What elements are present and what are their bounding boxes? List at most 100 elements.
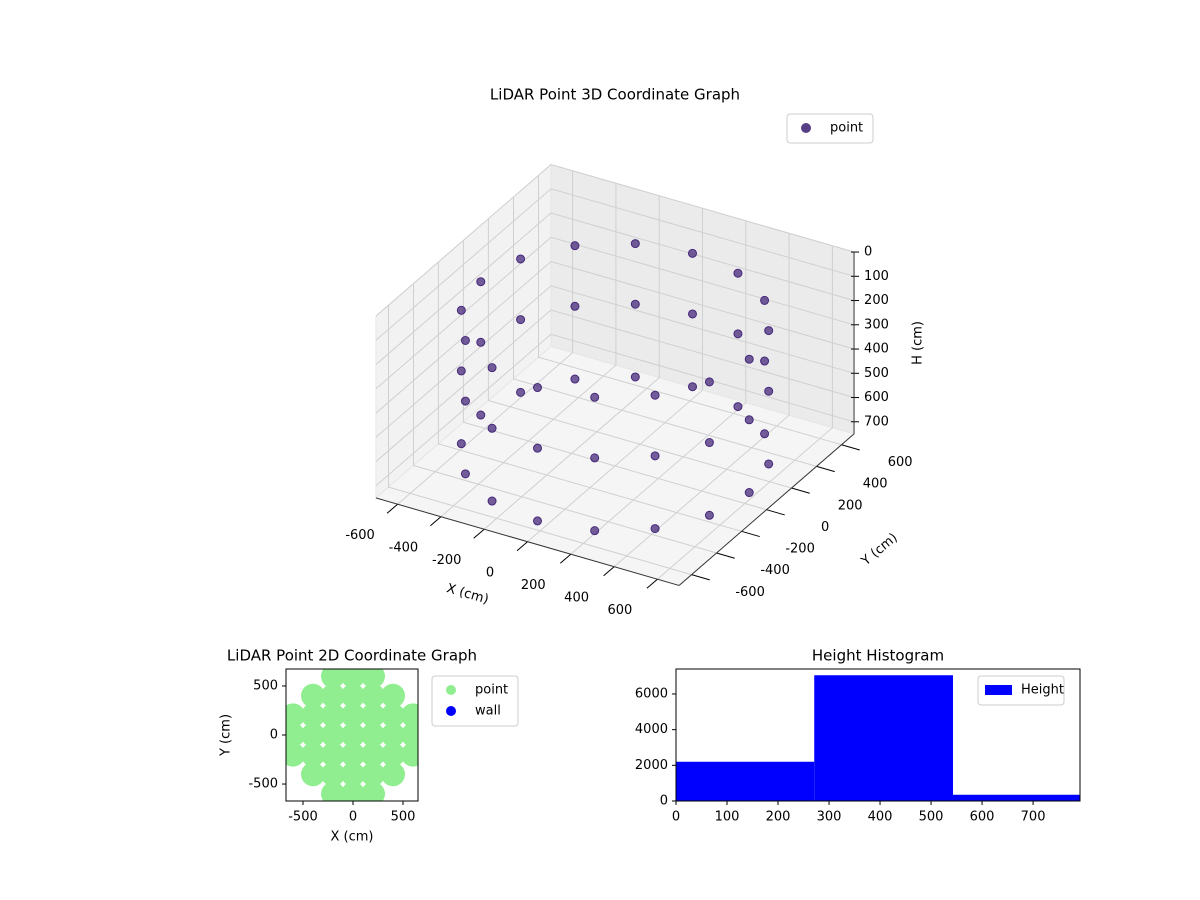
point bbox=[476, 277, 486, 287]
plot-3d: -600-400-2000200400600-600-400-200020040… bbox=[345, 113, 926, 618]
legend-marker bbox=[446, 685, 456, 695]
grid-line bbox=[437, 262, 742, 532]
z-axis-label: H (cm) bbox=[911, 321, 926, 365]
legend-label: point bbox=[475, 683, 508, 698]
tick-mark bbox=[559, 553, 572, 564]
point bbox=[516, 387, 526, 397]
point bbox=[301, 683, 325, 708]
bar bbox=[814, 675, 953, 801]
point bbox=[688, 309, 697, 319]
y-tick-label: -600 bbox=[735, 585, 765, 600]
point bbox=[650, 524, 660, 534]
point bbox=[401, 742, 418, 767]
grid-line bbox=[483, 195, 660, 530]
y-tick-label: 500 bbox=[253, 678, 278, 693]
grid-line bbox=[538, 175, 842, 446]
point bbox=[590, 392, 600, 402]
y-axis-label: Y (cm) bbox=[219, 714, 234, 757]
tick-mark bbox=[741, 530, 760, 538]
point bbox=[650, 390, 660, 400]
point bbox=[456, 366, 466, 376]
bar bbox=[676, 761, 815, 801]
point bbox=[361, 683, 385, 708]
grid-line bbox=[462, 240, 767, 511]
point bbox=[476, 410, 486, 420]
point bbox=[533, 443, 542, 453]
point bbox=[301, 703, 325, 728]
grid-line bbox=[487, 218, 792, 489]
y-axis-label: Y (cm) bbox=[858, 530, 901, 569]
point bbox=[361, 781, 385, 801]
point bbox=[650, 451, 660, 461]
x-tick-label: 600 bbox=[970, 810, 995, 825]
x-tick-label: 400 bbox=[564, 590, 589, 605]
point bbox=[630, 239, 640, 249]
point bbox=[570, 241, 580, 251]
grid-line bbox=[375, 309, 855, 462]
x-tick-label: -500 bbox=[288, 810, 318, 825]
point bbox=[764, 326, 774, 336]
y-tick-label: 0 bbox=[821, 520, 829, 535]
grid-line bbox=[375, 236, 855, 390]
point bbox=[460, 396, 470, 406]
point bbox=[760, 429, 770, 439]
legend-marker bbox=[446, 706, 456, 716]
axes-frame bbox=[675, 668, 1081, 802]
tick-mark bbox=[691, 574, 710, 581]
point bbox=[688, 248, 697, 258]
point bbox=[321, 781, 345, 801]
point bbox=[744, 415, 754, 425]
y-tick-label: -400 bbox=[760, 563, 790, 578]
point bbox=[341, 683, 365, 708]
point bbox=[361, 742, 385, 767]
z-tick-label: 400 bbox=[864, 342, 889, 357]
point bbox=[341, 762, 365, 787]
point bbox=[744, 354, 754, 364]
tick-mark bbox=[473, 528, 485, 539]
x-tick-label: 0 bbox=[672, 810, 680, 825]
point bbox=[516, 254, 526, 264]
legend-label: Height bbox=[1021, 683, 1064, 698]
grid-line bbox=[513, 197, 817, 467]
z-tick-label: 300 bbox=[864, 317, 889, 332]
point bbox=[381, 762, 405, 787]
point bbox=[361, 669, 385, 689]
point bbox=[381, 703, 405, 728]
y-tick-label: -500 bbox=[248, 777, 278, 792]
point bbox=[760, 295, 770, 305]
point bbox=[487, 363, 497, 373]
point bbox=[341, 723, 365, 747]
point bbox=[341, 669, 365, 689]
point bbox=[286, 723, 305, 747]
x-axis-label: X (cm) bbox=[445, 581, 490, 607]
x-tick-label: 500 bbox=[391, 810, 416, 825]
point bbox=[286, 703, 305, 728]
x-tick-label: -600 bbox=[345, 528, 375, 543]
point bbox=[286, 742, 305, 767]
point bbox=[533, 383, 542, 393]
z-tick-label: 500 bbox=[864, 366, 889, 381]
grid-line bbox=[375, 163, 855, 317]
tick-mark bbox=[816, 465, 835, 473]
grid-line bbox=[397, 170, 574, 505]
point bbox=[570, 301, 580, 311]
y-tick-label: 400 bbox=[863, 477, 888, 492]
tick-mark bbox=[791, 487, 810, 494]
plot-2d: -500 0 500 -500 0 500 X (cm) Y (cm) point wall bbox=[219, 668, 519, 845]
tick-mark bbox=[646, 578, 658, 589]
point bbox=[341, 742, 365, 767]
grid-line bbox=[527, 208, 703, 543]
point bbox=[764, 459, 774, 469]
bar bbox=[952, 794, 1080, 801]
point bbox=[704, 377, 714, 387]
y-tick-label: 4000 bbox=[635, 722, 668, 737]
point bbox=[456, 439, 466, 449]
point bbox=[401, 703, 418, 728]
grid-line bbox=[375, 333, 855, 487]
point bbox=[301, 762, 325, 787]
x-tick-label: 100 bbox=[715, 810, 740, 825]
y-tick-label: 0 bbox=[660, 794, 668, 809]
point bbox=[321, 762, 345, 787]
point bbox=[381, 683, 405, 708]
point bbox=[341, 781, 365, 801]
